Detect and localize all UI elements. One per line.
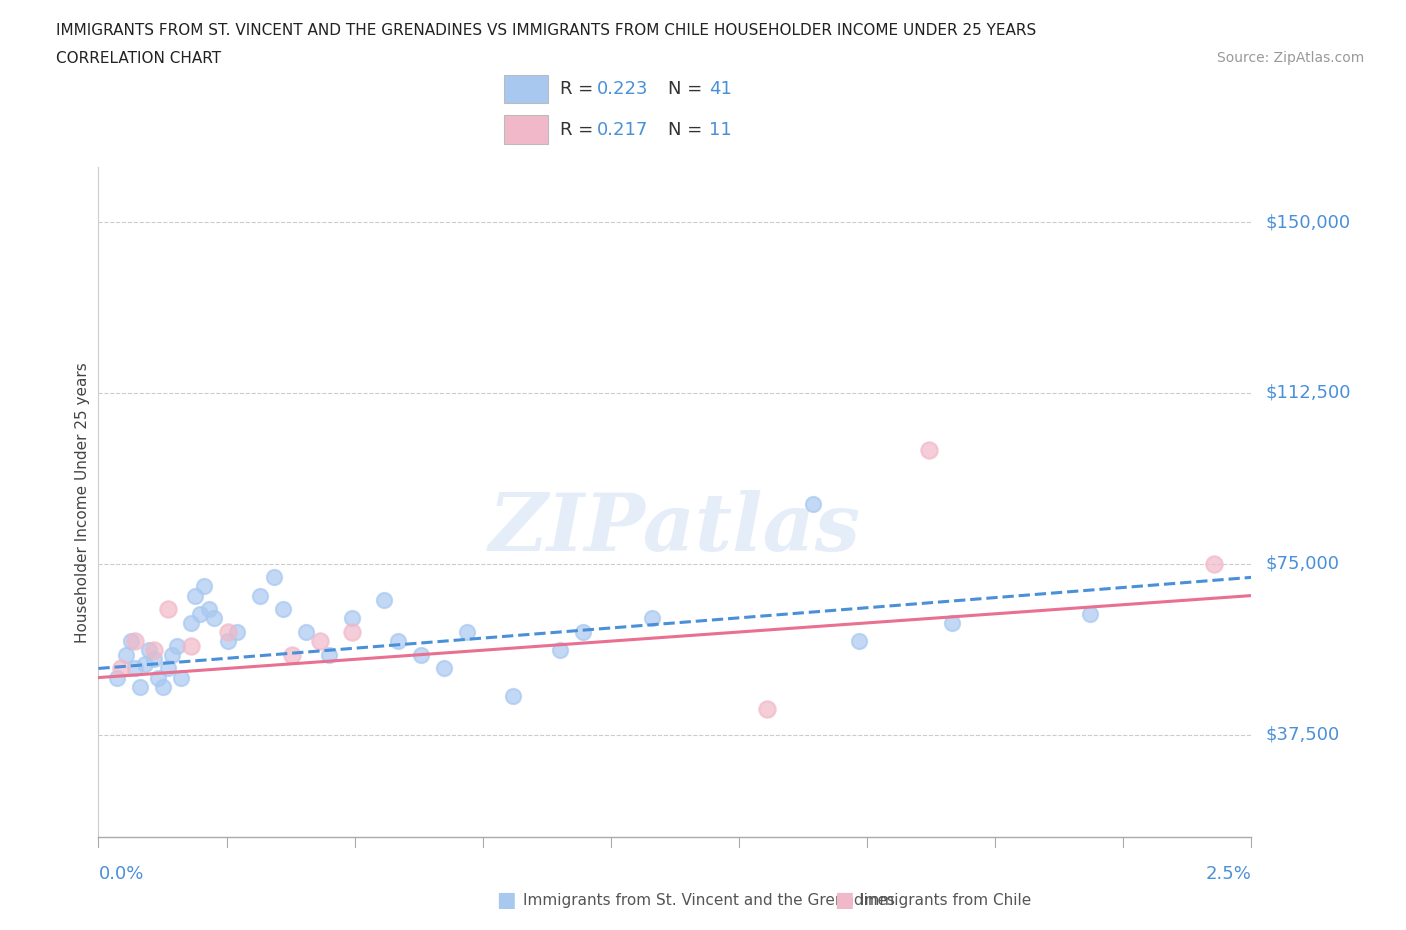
Point — [193, 579, 215, 594]
Point — [115, 647, 138, 662]
Text: CORRELATION CHART: CORRELATION CHART — [56, 51, 221, 66]
Point — [281, 647, 304, 662]
Point — [1204, 556, 1226, 571]
Point — [373, 592, 395, 607]
Point — [502, 688, 524, 703]
Point — [166, 638, 188, 653]
Point — [941, 616, 963, 631]
Text: 0.223: 0.223 — [598, 80, 648, 98]
Point — [124, 661, 146, 676]
Point — [249, 588, 271, 603]
Point — [217, 625, 239, 640]
Text: 11: 11 — [709, 121, 731, 139]
Point — [170, 671, 193, 685]
Point — [848, 633, 870, 648]
Text: ZIPatlas: ZIPatlas — [489, 490, 860, 567]
Point — [295, 625, 318, 640]
Y-axis label: Householder Income Under 25 years: Householder Income Under 25 years — [75, 362, 90, 643]
Text: ■: ■ — [496, 890, 516, 910]
Point — [188, 606, 211, 621]
Point — [318, 647, 340, 662]
Point — [129, 679, 152, 694]
Point — [152, 679, 174, 694]
Point — [180, 616, 202, 631]
Point — [148, 671, 170, 685]
Point — [548, 643, 571, 658]
Point — [202, 611, 225, 626]
Text: Source: ZipAtlas.com: Source: ZipAtlas.com — [1216, 51, 1364, 65]
Text: 0.0%: 0.0% — [98, 865, 143, 883]
Point — [801, 497, 824, 512]
Point — [271, 602, 294, 617]
Text: N =: N = — [668, 80, 709, 98]
Point — [1078, 606, 1101, 621]
Point — [142, 643, 165, 658]
Point — [340, 625, 363, 640]
Point — [756, 702, 779, 717]
Text: $150,000: $150,000 — [1265, 213, 1351, 231]
Point — [308, 633, 330, 648]
Point — [160, 647, 183, 662]
Point — [411, 647, 433, 662]
Point — [138, 643, 160, 658]
Point — [641, 611, 664, 626]
Text: $75,000: $75,000 — [1265, 554, 1340, 573]
Text: N =: N = — [668, 121, 709, 139]
Text: R =: R = — [560, 80, 599, 98]
Point — [571, 625, 593, 640]
Point — [433, 661, 456, 676]
Text: 2.5%: 2.5% — [1205, 865, 1251, 883]
Text: 0.217: 0.217 — [598, 121, 648, 139]
Text: $37,500: $37,500 — [1265, 725, 1340, 743]
Point — [225, 625, 247, 640]
Point — [217, 633, 239, 648]
Point — [456, 625, 478, 640]
Text: $112,500: $112,500 — [1265, 384, 1351, 402]
Point — [120, 633, 142, 648]
Point — [198, 602, 221, 617]
Text: Immigrants from Chile: Immigrants from Chile — [860, 893, 1032, 908]
Bar — [505, 74, 548, 103]
Bar — [505, 115, 548, 144]
Point — [105, 671, 128, 685]
Point — [124, 633, 146, 648]
Point — [134, 657, 156, 671]
Point — [142, 652, 165, 667]
Point — [263, 570, 285, 585]
Point — [180, 638, 202, 653]
Text: IMMIGRANTS FROM ST. VINCENT AND THE GRENADINES VS IMMIGRANTS FROM CHILE HOUSEHOL: IMMIGRANTS FROM ST. VINCENT AND THE GREN… — [56, 23, 1036, 38]
Point — [156, 661, 179, 676]
Point — [184, 588, 207, 603]
Point — [340, 611, 363, 626]
Text: ■: ■ — [834, 890, 853, 910]
Text: Immigrants from St. Vincent and the Grenadines: Immigrants from St. Vincent and the Gren… — [523, 893, 896, 908]
Point — [387, 633, 409, 648]
Point — [110, 661, 132, 676]
Point — [156, 602, 179, 617]
Point — [917, 443, 939, 458]
Text: R =: R = — [560, 121, 599, 139]
Text: 41: 41 — [709, 80, 731, 98]
